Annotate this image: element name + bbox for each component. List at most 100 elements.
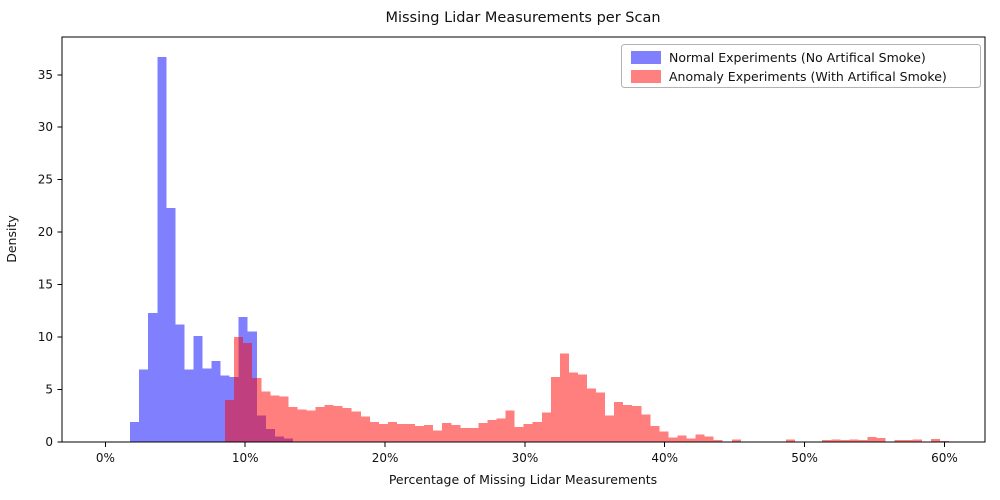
histogram-bar: [514, 427, 524, 442]
legend-entry-anomaly: Anomaly Experiments (With Artifical Smok…: [631, 69, 947, 84]
histogram-bar: [261, 391, 271, 442]
histogram-bar: [243, 343, 253, 442]
histogram-bar: [415, 426, 425, 442]
histogram-bar: [939, 440, 949, 442]
chart-title: Missing Lidar Measurements per Scan: [385, 10, 660, 26]
y-tick-label: 30: [38, 120, 53, 134]
histogram-bar: [130, 421, 140, 442]
histogram-bar: [686, 438, 696, 442]
histogram-bar: [867, 437, 877, 442]
x-tick-label: 10%: [232, 451, 259, 465]
histogram-bar: [175, 324, 185, 442]
histogram-bar: [279, 396, 289, 442]
histogram-bar: [605, 415, 615, 442]
legend-swatch-normal: [631, 51, 661, 64]
x-axis-label: Percentage of Missing Lidar Measurements: [389, 472, 657, 487]
histogram-bar: [442, 422, 452, 442]
histogram-bar: [166, 207, 176, 442]
x-tick-label: 0%: [96, 451, 115, 465]
x-tick-label: 40%: [651, 451, 678, 465]
histogram-bar: [184, 369, 194, 442]
histogram-bar: [478, 422, 488, 442]
histogram-bar: [469, 428, 479, 442]
histogram-bar: [360, 416, 370, 442]
histogram-bar: [193, 335, 203, 442]
histogram-bar: [596, 392, 606, 442]
histogram-bar: [451, 425, 461, 442]
x-axis-ticks: 0% 10% 20% 30% 40% 50% 60%: [96, 442, 958, 465]
y-tick-label: 10: [38, 330, 53, 344]
histogram-bar: [487, 419, 497, 442]
plot-border: [61, 36, 986, 443]
histogram-bar: [288, 407, 298, 442]
y-axis-label: Density: [4, 215, 19, 263]
legend-entry-normal: Normal Experiments (No Artifical Smoke): [631, 50, 926, 65]
legend: Normal Experiments (No Artifical Smoke) …: [621, 44, 981, 88]
histogram-bar: [659, 431, 669, 442]
legend-label-normal: Normal Experiments (No Artifical Smoke): [669, 50, 926, 65]
y-tick-label: 0: [45, 435, 53, 449]
histogram-bar: [840, 440, 850, 442]
histogram-bar: [234, 336, 244, 442]
histogram-bar: [912, 439, 922, 442]
legend-swatch-anomaly: [631, 70, 661, 83]
histogram-bar: [668, 437, 678, 442]
histogram-bar: [211, 361, 221, 442]
histogram-bar: [677, 435, 687, 442]
histogram-bar: [876, 438, 886, 442]
histogram-bar: [351, 411, 361, 442]
histogram-bar: [378, 423, 388, 442]
y-tick-label: 35: [38, 68, 53, 82]
y-axis-ticks: 0 5 10 15 20 25 30 35: [38, 68, 62, 449]
histogram-bar: [577, 374, 587, 442]
histogram-bar: [252, 377, 262, 442]
histogram-bar: [786, 439, 796, 442]
histogram-bar: [704, 436, 714, 442]
histogram-bar: [387, 421, 397, 442]
histogram-bar: [315, 407, 325, 442]
histogram-bar: [641, 414, 651, 442]
histogram-bar: [157, 56, 167, 442]
histogram-bar: [623, 405, 633, 442]
histogram-bar: [831, 439, 841, 442]
histogram-bar: [586, 388, 597, 442]
y-tick-label: 5: [45, 382, 53, 396]
histogram-bar: [270, 395, 280, 442]
histogram-bar: [496, 418, 506, 442]
anomaly-histogram-bars: [225, 336, 949, 442]
histogram-bar: [559, 353, 569, 442]
histogram-bar: [148, 312, 158, 442]
histogram-bar: [713, 440, 723, 442]
histogram-bar: [523, 423, 533, 442]
normal-histogram-bars: [130, 56, 293, 442]
histogram-bar: [342, 408, 352, 442]
histogram-bar: [930, 439, 940, 442]
x-tick-label: 20%: [372, 451, 399, 465]
histogram-bar: [324, 405, 334, 442]
histogram-bar: [505, 410, 515, 442]
histogram-bar: [406, 423, 416, 442]
x-tick-label: 50%: [791, 451, 818, 465]
histogram-bar: [731, 439, 741, 442]
histogram-bar: [139, 369, 149, 442]
histogram-bar: [532, 421, 542, 442]
histogram-bar: [202, 368, 212, 442]
histogram-bar: [894, 440, 904, 442]
histogram-bar: [460, 428, 470, 442]
histogram-bar: [858, 440, 868, 442]
legend-label-anomaly: Anomaly Experiments (With Artifical Smok…: [669, 69, 947, 84]
histogram-bar: [297, 409, 307, 442]
histogram-bar: [695, 434, 705, 442]
histogram-bar: [225, 399, 235, 442]
histogram-bar: [306, 410, 316, 442]
histogram-bar: [903, 440, 913, 442]
histogram-bar: [550, 376, 560, 442]
y-tick-label: 20: [38, 225, 53, 239]
histogram-bar: [541, 412, 551, 442]
histogram-bar: [396, 423, 407, 442]
histogram-bar: [568, 372, 578, 442]
histogram-bar: [333, 406, 343, 442]
x-tick-label: 30%: [512, 451, 539, 465]
